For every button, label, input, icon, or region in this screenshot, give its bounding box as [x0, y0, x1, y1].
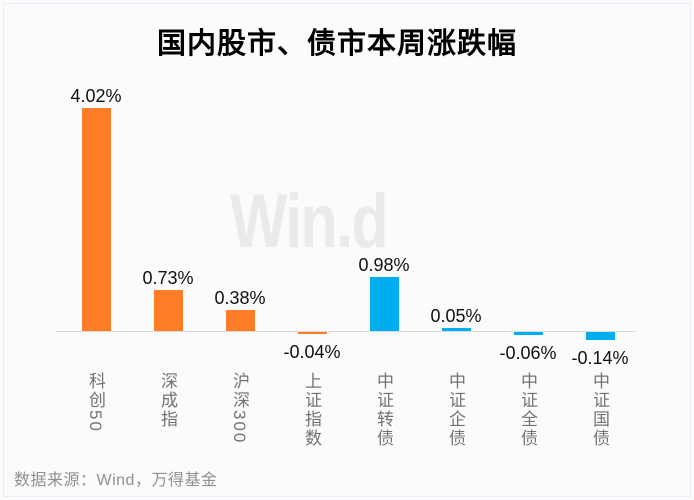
bar-上证指数 [297, 332, 327, 334]
value-label-上证指数: -0.04% [283, 342, 341, 362]
x-axis-line [56, 331, 636, 332]
bar-中证国债 [585, 332, 615, 340]
value-label-中证企债: 0.05% [430, 306, 482, 326]
value-label-深成指: 0.73% [142, 268, 194, 288]
value-label-中证国债: -0.14% [571, 348, 629, 368]
value-label-沪深300: 0.38% [214, 288, 266, 308]
category-label-中证国债: 中证国债 [590, 372, 609, 448]
category-label-沪深300: 沪深300 [230, 372, 249, 445]
value-label-中证转债: 0.98% [358, 255, 410, 275]
bar-科创50 [81, 108, 111, 331]
bar-深成指 [153, 290, 183, 331]
category-label-中证全债: 中证全债 [518, 372, 537, 448]
wind-watermark: Win.d [230, 179, 389, 264]
category-label-中证企债: 中证企债 [446, 372, 465, 448]
bar-中证企债 [441, 328, 471, 331]
category-label-科创50: 科创50 [86, 372, 105, 433]
value-label-科创50: 4.02% [70, 86, 122, 106]
category-label-上证指数: 上证指数 [302, 372, 321, 448]
category-label-中证转债: 中证转债 [374, 372, 393, 448]
category-label-深成指: 深成指 [158, 372, 177, 429]
bar-中证转债 [369, 277, 399, 331]
chart-title: 国内股市、债市本周涨跌幅 [156, 28, 517, 60]
value-label-中证全债: -0.06% [499, 343, 557, 363]
data-source-note: 数据来源：Wind，万得基金 [14, 472, 218, 489]
bar-沪深300 [225, 310, 255, 331]
bar-中证全债 [513, 332, 543, 335]
